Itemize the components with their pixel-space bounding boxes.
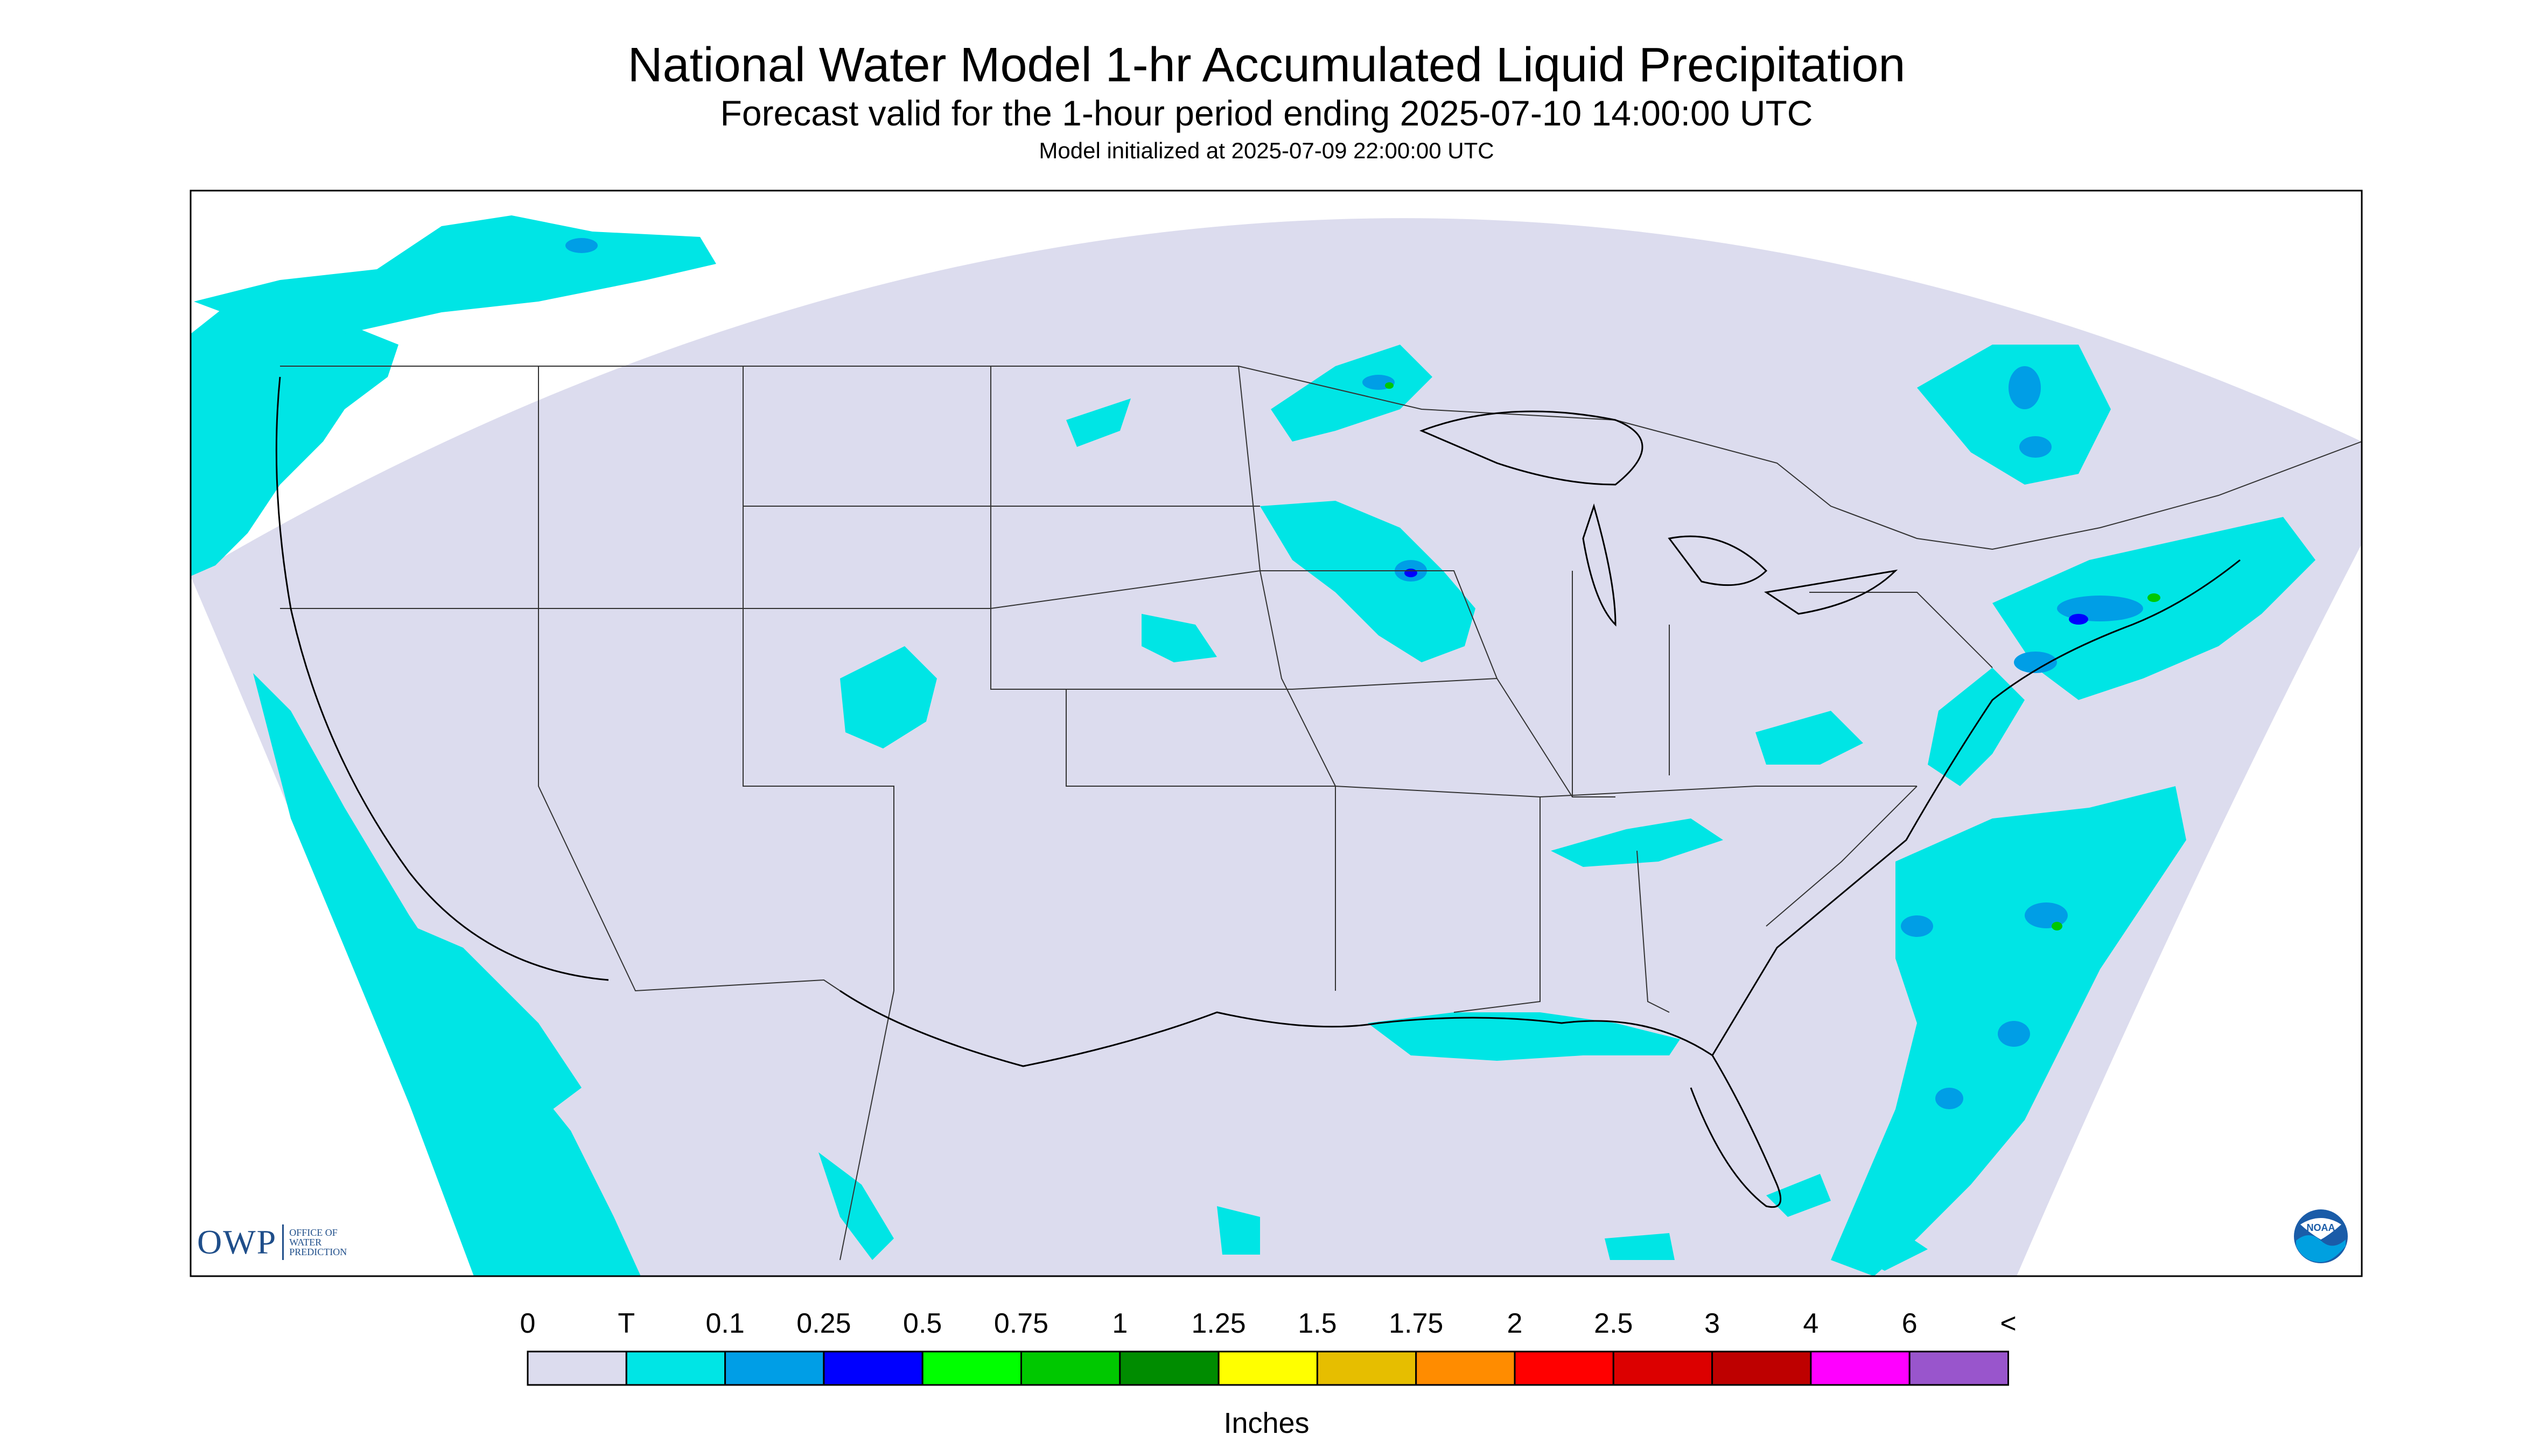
- precip-nebraska: [1142, 614, 1217, 662]
- coastlines: [275, 376, 2241, 1208]
- map-title: National Water Model 1-hr Accumulated Li…: [627, 38, 1906, 92]
- precip-cell-quebec-2: [2019, 436, 2052, 458]
- colorbar-swatch: [1119, 1350, 1220, 1386]
- colorbar-tick-label: 3: [1704, 1308, 1720, 1339]
- colorbar-tick-label: 1.25: [1191, 1308, 1246, 1339]
- owp-logo-divider: [282, 1224, 284, 1260]
- precip-gulf-south: [1217, 1206, 1260, 1255]
- precip-cell-carolina: [1901, 915, 1933, 937]
- precip-pacific-northwest: [191, 291, 398, 576]
- precip-cell-atlantic-3: [1935, 1088, 1963, 1109]
- colorbar-tick-label: 0.5: [903, 1308, 942, 1339]
- colorbar-tick-label: 0: [520, 1308, 536, 1339]
- precip-tennessee: [1551, 818, 1723, 867]
- precip-mexico: [818, 1152, 894, 1260]
- precip-cell-new-york: [2014, 652, 2057, 673]
- noaa-logo-text: NOAA: [2307, 1222, 2335, 1233]
- colorbar-units: Inches: [1223, 1407, 1310, 1439]
- map-frame-border: [190, 190, 2363, 1277]
- data-domain: [191, 218, 2362, 1277]
- colorbar-swatch: [1020, 1350, 1121, 1386]
- colorbar-swatch: [527, 1350, 627, 1386]
- precip-florida-keys: [1766, 1174, 1831, 1217]
- precip-cell-atl-green: [2052, 922, 2062, 930]
- colorbar-tick-label: T: [618, 1308, 635, 1339]
- colorbar-swatch: [1217, 1350, 1318, 1386]
- precip-quebec: [1917, 345, 2111, 485]
- precip-ohio-valley: [1755, 711, 1863, 765]
- precip-pacific-south: [388, 915, 582, 1120]
- colorbar-tick-label: <: [2000, 1308, 2017, 1339]
- colorbar-swatch: [1612, 1350, 1713, 1386]
- owp-logo: OWP OFFICE OF WATER PREDICTION: [197, 1222, 347, 1262]
- precip-gulf-east: [1605, 1233, 1675, 1260]
- precip-northeast: [1992, 517, 2315, 700]
- precip-green-cells: [1385, 382, 2160, 930]
- colorbar-tick-label: 4: [1803, 1308, 1819, 1339]
- colorbar-swatch: [921, 1350, 1022, 1386]
- map-subtitle: Forecast valid for the 1-hour period end…: [720, 93, 1813, 133]
- colorbar: [527, 1350, 2009, 1386]
- colorbar-swatch: [625, 1350, 726, 1386]
- owp-logo-text: OFFICE OF WATER PREDICTION: [289, 1227, 347, 1257]
- precip-cell-sup-green: [1385, 382, 1394, 389]
- precip-gulf-coast: [1368, 1012, 1680, 1061]
- colorbar-swatch: [1711, 1350, 1812, 1386]
- precip-trace-areas: [191, 215, 2315, 1276]
- precip-colorado: [840, 646, 937, 748]
- owp-logo-mark: OWP: [197, 1223, 277, 1261]
- colorbar-swatch: [1514, 1350, 1614, 1386]
- colorbar-tick-label: 0.25: [796, 1308, 851, 1339]
- colorbar-tick-label: 0.1: [705, 1308, 745, 1339]
- state-boundaries: [280, 366, 2362, 1261]
- precip-cell-bc: [565, 238, 598, 253]
- model-init-text: Model initialized at 2025-07-09 22:00:00…: [1039, 138, 1494, 163]
- colorbar-swatch: [1908, 1350, 2009, 1386]
- colorbar-swatch: [823, 1350, 923, 1386]
- precip-cell-ny-heavy: [2069, 614, 2088, 625]
- colorbar-swatch: [1810, 1350, 1911, 1386]
- precip-cell-atlantic-2: [1998, 1021, 2030, 1047]
- precip-caribbean: [1842, 1228, 1928, 1271]
- precip-montana: [1066, 398, 1131, 447]
- colorbar-swatch: [724, 1350, 825, 1386]
- colorbar-tick-label: 1: [1112, 1308, 1128, 1339]
- colorbar-tick-label: 1.75: [1389, 1308, 1444, 1339]
- precip-cell-quebec: [2009, 366, 2041, 409]
- precip-cell-wi-heavy: [1404, 569, 1417, 577]
- precip-minnesota-wisconsin: [1260, 501, 1475, 662]
- colorbar-tick-label: 0.75: [993, 1308, 1049, 1339]
- colorbar-tick-label: 6: [1901, 1308, 1918, 1339]
- colorbar-tick-label: 1.5: [1298, 1308, 1337, 1339]
- colorbar-tick-label: 2: [1507, 1308, 1523, 1339]
- colorbar-tick-label: 2.5: [1594, 1308, 1633, 1339]
- colorbar-swatch: [1316, 1350, 1417, 1386]
- noaa-logo: NOAA: [2294, 1209, 2348, 1263]
- precip-mid-atlantic: [1928, 668, 2025, 786]
- precip-cell-ne-green: [2147, 593, 2160, 602]
- colorbar-swatch: [1415, 1350, 1516, 1386]
